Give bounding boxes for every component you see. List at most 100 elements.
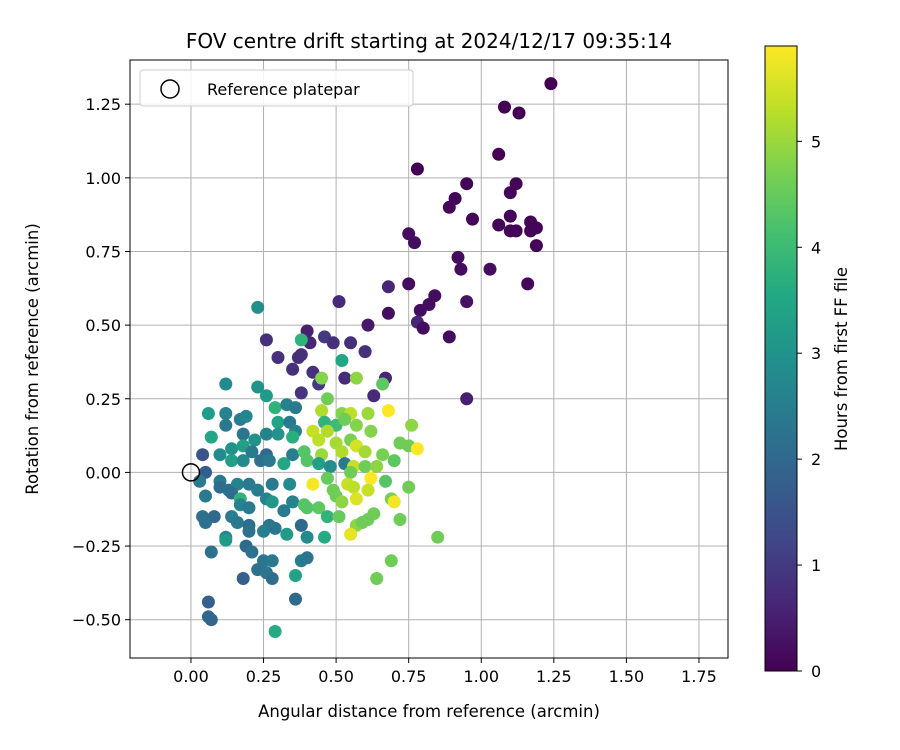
data-point: [466, 212, 479, 226]
data-point: [204, 545, 218, 559]
data-point: [460, 392, 474, 406]
data-point: [259, 389, 273, 403]
data-point: [349, 492, 363, 506]
y-tick-label: 0.25: [85, 390, 121, 409]
data-point: [289, 401, 302, 415]
x-tick-label: 0.75: [391, 667, 427, 686]
data-point: [323, 460, 337, 473]
plot-frame: [129, 59, 729, 659]
data-point: [213, 448, 227, 462]
data-point: [300, 454, 314, 468]
data-point: [245, 445, 259, 459]
data-point: [300, 501, 314, 515]
data-point: [503, 186, 517, 200]
data-point: [277, 504, 291, 518]
data-point: [294, 333, 308, 347]
data-point: [289, 569, 302, 582]
chart-title: FOV centre drift starting at 2024/12/17 …: [186, 29, 672, 53]
data-point: [315, 371, 329, 385]
data-point: [344, 465, 358, 479]
data-point: [259, 427, 273, 441]
data-point: [408, 236, 421, 250]
data-point: [512, 106, 526, 120]
data-point: [387, 495, 401, 509]
reference-marker: [181, 463, 201, 482]
data-point: [251, 300, 265, 314]
data-point: [262, 454, 276, 468]
data-point: [387, 454, 401, 468]
y-tick-label: 1.00: [85, 169, 121, 188]
data-point: [326, 336, 340, 350]
data-point: [199, 516, 212, 529]
data-point: [347, 480, 360, 494]
data-point: [402, 480, 416, 494]
legend: Reference platepar: [139, 69, 414, 107]
colorbar-tick-label: 2: [811, 450, 821, 469]
y-tick-label: 1.25: [85, 95, 121, 114]
data-point: [219, 418, 233, 432]
data-point: [335, 445, 349, 459]
data-point: [442, 330, 456, 344]
data-point: [196, 448, 210, 462]
x-tick-label: 1.75: [681, 667, 717, 686]
x-axis-label: Angular distance from reference (arcmin): [258, 702, 600, 721]
data-point: [283, 477, 297, 491]
x-ticks: 0.00 0.25 0.50 0.75 1.00 1.25 1.50 1.75: [173, 658, 717, 686]
data-point: [335, 495, 349, 509]
data-point: [442, 200, 456, 214]
data-point: [358, 445, 372, 459]
data-point: [376, 377, 390, 391]
data-point: [201, 595, 215, 609]
data-point: [338, 371, 352, 385]
data-point: [460, 295, 474, 309]
data-point: [242, 524, 256, 538]
data-point: [358, 345, 372, 359]
y-tick-label: 0.75: [85, 242, 121, 261]
data-point: [521, 277, 535, 291]
data-point: [219, 407, 233, 420]
data-point: [364, 424, 378, 438]
data-point: [271, 427, 285, 441]
data-point: [381, 404, 395, 418]
data-point: [201, 407, 215, 420]
data-point: [384, 554, 398, 568]
legend-marker: [160, 79, 180, 99]
data-point: [376, 448, 390, 462]
data-point: [204, 430, 218, 444]
data-point: [236, 454, 250, 468]
data-point: [265, 554, 279, 568]
data-point: [294, 386, 308, 400]
data-point: [268, 521, 282, 535]
data-point: [268, 401, 282, 415]
data-point: [286, 495, 300, 509]
data-point: [405, 418, 419, 432]
data-point: [271, 351, 285, 364]
data-point: [193, 474, 207, 488]
data-point: [364, 471, 378, 485]
data-point: [361, 483, 375, 497]
y-tick-label: 0.50: [85, 316, 121, 335]
data-point: [219, 377, 233, 391]
colorbar-tick-label: 1: [811, 556, 821, 575]
x-tick-label: 0.00: [173, 667, 209, 686]
data-point: [204, 613, 218, 627]
data-point: [379, 474, 392, 488]
data-point: [332, 510, 346, 524]
data-point: [344, 527, 358, 541]
y-tick-label: 0.00: [85, 463, 121, 482]
x-tick-label: 0.50: [318, 667, 354, 686]
data-point: [245, 545, 259, 559]
y-tick-label: −0.25: [72, 537, 121, 556]
colorbar: 0 1 2 3 4 5 Hours from first FF file: [764, 45, 851, 681]
data-point: [402, 277, 416, 291]
data-point: [271, 415, 285, 429]
data-point: [320, 392, 334, 406]
colorbar-ticks: 0 1 2 3 4 5: [797, 132, 821, 681]
data-point: [361, 318, 375, 332]
data-point: [242, 501, 256, 515]
x-tick-label: 1.00: [463, 667, 499, 686]
x-tick-label: 0.25: [246, 667, 282, 686]
data-point: [251, 380, 265, 394]
data-point: [349, 418, 363, 432]
data-point: [286, 448, 300, 462]
